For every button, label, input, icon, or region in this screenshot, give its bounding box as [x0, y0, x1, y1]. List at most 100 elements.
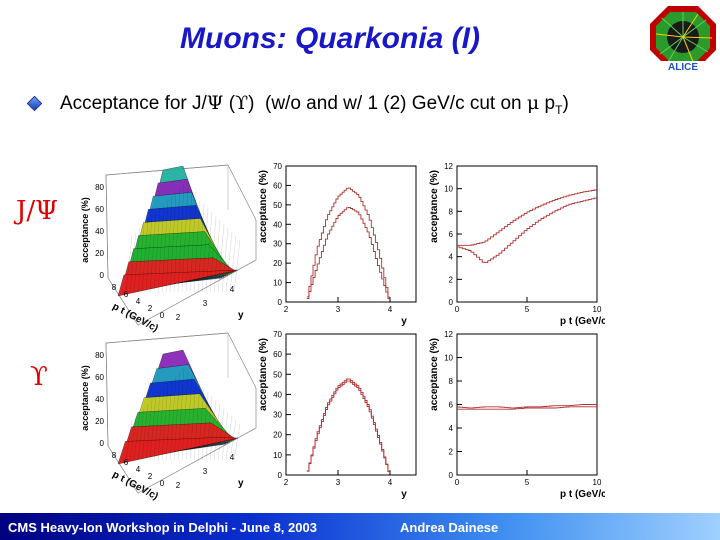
series-1-line — [457, 404, 597, 409]
surface-grid-line — [189, 379, 197, 461]
surface-box-edge — [105, 174, 109, 279]
y-tick-label: 30 — [273, 411, 282, 420]
x-axis-label: p t (GeV/c) — [560, 316, 605, 327]
x-tick-label: 5 — [525, 478, 530, 487]
z-tick-label: 0 — [100, 439, 105, 448]
alice-logo: ALICE — [648, 4, 718, 73]
y-tick-label: 10 — [273, 279, 282, 288]
z-axis-label: acceptance (%) — [80, 365, 90, 431]
subtitle-text-5: ) — [562, 93, 569, 114]
x-axis-label: y — [401, 316, 407, 327]
z-tick-label: 40 — [95, 227, 104, 236]
y-tick-label: 0 — [449, 298, 454, 307]
y-tick-label: 40 — [273, 220, 282, 229]
y-axis-label: acceptance (%) — [429, 170, 440, 243]
surface-grid-line — [133, 411, 141, 461]
series-1-line — [306, 187, 390, 298]
y-tick-label: 10 — [273, 451, 282, 460]
x-tick-label: 2 — [148, 472, 153, 481]
surface-grid-line — [221, 227, 229, 293]
surface-grid-line — [125, 235, 133, 293]
series-2-line — [306, 206, 390, 300]
y-tick-label: 30 — [273, 240, 282, 249]
x-axis-label: p t (GeV/c) — [560, 489, 605, 500]
surface-grid-line — [157, 203, 165, 293]
x-tick-label: 2 — [284, 305, 289, 314]
y-tick-label: 70 — [273, 162, 282, 171]
surface-grid-line — [233, 423, 241, 461]
y-tick-label: 10 — [444, 185, 453, 194]
x-tick-label: 10 — [593, 478, 602, 487]
plot-frame — [456, 333, 598, 476]
alice-logo-text: ALICE — [668, 62, 698, 72]
surface-grid-line — [133, 227, 141, 293]
y-axis-label: acceptance (%) — [429, 338, 440, 411]
bullet-icon — [26, 95, 43, 112]
chart-upsilon-vs-y: 0 10 20 30 40 50 60 70 2 3 4 y acceptance (%) — [254, 328, 424, 508]
subtitle-upsilon: ϒ — [235, 92, 249, 114]
y-tick-label: 12 — [444, 330, 453, 339]
z-tick-label: 0 — [100, 271, 105, 280]
x-tick-label: 8 — [112, 451, 117, 460]
y-tick-label: 0 — [449, 471, 454, 480]
x-tick-label: 5 — [525, 305, 530, 314]
y-tick-label: 12 — [444, 162, 453, 171]
y-tick-label: 4 — [449, 424, 454, 433]
y-tick-label: 60 — [273, 350, 282, 359]
surface-grid-line — [209, 399, 217, 461]
surface-grid-line — [197, 203, 205, 293]
surface-grid-line — [137, 223, 145, 293]
y-tick-label: 70 — [273, 330, 282, 339]
surface-grid-line — [153, 207, 161, 293]
acceptance-subtitle: Acceptance for J/Ψ (ϒ) (w/o and w/ 1 (2)… — [60, 92, 569, 117]
series-2-line — [457, 197, 597, 264]
surface-grid-line — [169, 191, 177, 293]
subtitle-mu: μ — [526, 92, 540, 114]
surface-band — [117, 269, 239, 297]
surface-box-edge — [105, 342, 109, 447]
x-tick-label: 0 — [455, 478, 460, 487]
x-tick-label: 10 — [593, 305, 602, 314]
chart-jpsi-vs-y: 0 10 20 30 40 50 60 70 2 3 4 y acceptance (%) — [254, 160, 424, 335]
surface-grid-line — [161, 383, 169, 461]
y-tick-label: 50 — [273, 201, 282, 210]
surface-grid-line — [193, 199, 201, 293]
y-tick-label: 4 — [230, 285, 235, 294]
surface-grid-line — [153, 391, 161, 461]
y-tick-label: 4 — [230, 453, 235, 462]
plot-frame — [285, 333, 417, 476]
surface-grid-line — [221, 411, 229, 461]
y-tick-label: 0 — [278, 298, 283, 307]
x-axis-label: y — [401, 489, 407, 500]
surface-plot-jpsi: 0 20 40 60 80 acceptance (%) 8 6 4 2 0 p t (GeV/c) 2… — [78, 160, 263, 345]
surface-grid-line — [185, 375, 193, 461]
y-tick-label: 2 — [449, 448, 454, 457]
z-tick-label: 60 — [95, 373, 104, 382]
y-axis-label: y — [238, 310, 244, 321]
footer-author: Andrea Dainese — [400, 520, 499, 535]
y-axis-label: y — [238, 478, 244, 489]
surface-grid-line — [145, 399, 153, 461]
surface-grid-line — [129, 415, 137, 461]
surface-band — [117, 437, 239, 465]
series-1-line — [457, 189, 597, 246]
x-tick-label: 2 — [284, 478, 289, 487]
y-tick-label: 3 — [203, 299, 208, 308]
subtitle-text-2: ( — [223, 93, 236, 114]
surface-grid-line — [141, 403, 149, 461]
surface-grid-line — [137, 407, 145, 461]
surface-grid-line — [181, 187, 189, 293]
surface-grid-line — [201, 391, 209, 461]
chart-upsilon-vs-pt: 0 2 4 6 8 10 12 0 5 10 p t (GeV/c) acceptance (%) — [425, 328, 610, 508]
surface-grid-line — [225, 415, 233, 461]
x-tick-label: 4 — [388, 478, 393, 487]
surface-grid-line — [141, 219, 149, 293]
y-tick-label: 6 — [449, 401, 454, 410]
x-tick-label: 0 — [455, 305, 460, 314]
subtitle-sub-t: T — [555, 102, 563, 117]
surface-grid-line — [189, 195, 197, 293]
surface-grid-line — [149, 395, 157, 461]
surface-grid-line — [129, 231, 137, 293]
surface-grid-line — [173, 187, 181, 293]
surface-grid-line — [185, 191, 193, 293]
